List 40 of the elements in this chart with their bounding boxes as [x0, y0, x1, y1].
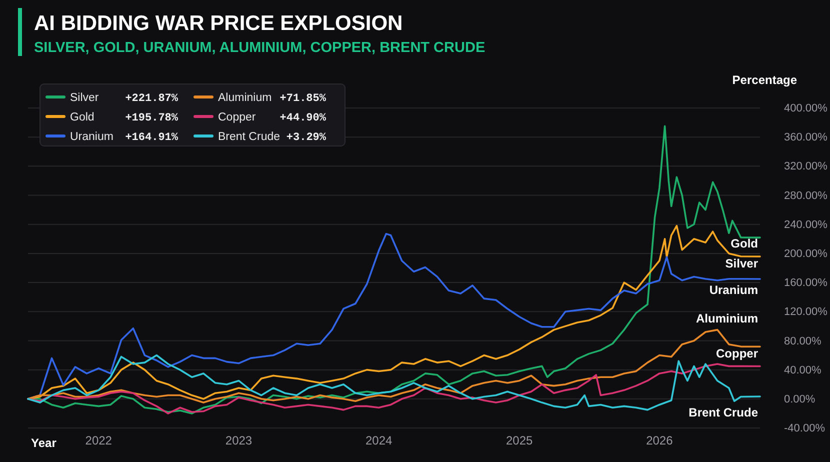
text: Brent Crude — [688, 406, 758, 420]
y-tick-label: 0.00% — [784, 393, 816, 406]
text: Uranium — [709, 282, 758, 297]
y-tick-label: 40.00% — [784, 364, 822, 376]
legend-label: Brent Crude — [218, 131, 280, 143]
y-axis-title: Percentage — [732, 73, 798, 87]
text: Copper — [716, 346, 758, 360]
x-axis-title: Year — [31, 436, 57, 450]
annotation: +164.91% — [125, 132, 178, 144]
x-tick-label: 2022 — [85, 434, 112, 448]
x-tick-label: 2025 — [506, 434, 533, 448]
x-tick-label: 2024 — [365, 434, 393, 448]
y-tick-label: 240.00% — [784, 218, 828, 231]
annotation: +3.29% — [286, 132, 326, 144]
y-tick-label: 200.00% — [784, 248, 828, 260]
y-tick-label: 360.00% — [784, 132, 828, 144]
y-tick-label: 80.00% — [784, 335, 822, 348]
chart-subtitle: SILVER, GOLD, URANIUM, ALUMINIUM, COPPER, BRENT CRUDE — [34, 40, 486, 56]
text: Silver — [725, 256, 758, 271]
y-tick-label: -40.00% — [784, 422, 826, 435]
legend-label: Copper — [218, 112, 256, 124]
y-tick-label: 120.00% — [784, 306, 828, 318]
text: +221.87% — [125, 93, 178, 105]
legend-label: Uranium — [70, 131, 114, 143]
y-tick-label: 320.00% — [784, 160, 828, 173]
legend-label: Aluminium — [218, 92, 272, 104]
annotation: +44.90% — [280, 112, 326, 124]
chart-title: AI BIDDING WAR PRICE EXPLOSION — [34, 12, 403, 35]
annotation: +195.78% — [125, 112, 178, 124]
y-tick-label: 280.00% — [784, 190, 828, 202]
text: +71.85% — [280, 93, 326, 105]
y-tick-label: 160.00% — [784, 277, 828, 290]
x-tick-label: 2026 — [646, 434, 674, 448]
x-tick-label: 2023 — [225, 434, 252, 448]
text: Aluminium — [696, 312, 758, 326]
legend-label: Gold — [70, 112, 94, 124]
line-series — [27, 328, 761, 404]
text: Gold — [730, 236, 758, 251]
legend-label: Silver — [70, 92, 99, 104]
y-tick-label: 400.00% — [784, 102, 828, 115]
